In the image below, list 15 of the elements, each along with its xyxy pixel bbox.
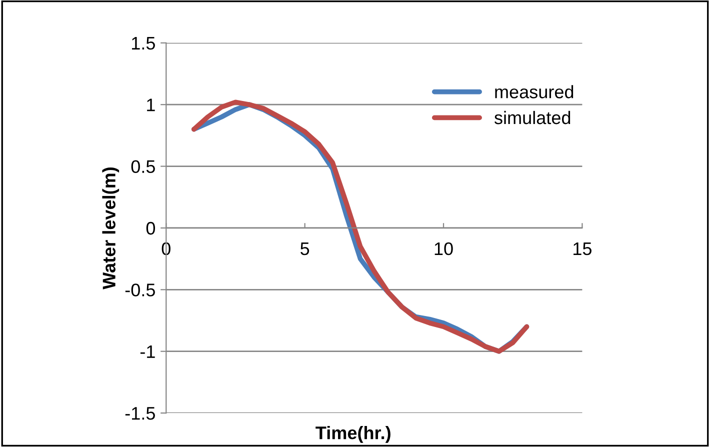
x-axis-title: Time(hr.) (316, 426, 390, 443)
y-tick-label: 0 (146, 222, 156, 235)
y-axis-title: Water level(m) (102, 167, 120, 290)
legend-label: measured (495, 85, 574, 98)
y-tick-label: 0.5 (131, 160, 155, 174)
legend-label: simulated (494, 110, 570, 124)
x-tick-label: 5 (300, 242, 310, 256)
x-tick-label: 15 (574, 242, 592, 256)
y-tick-label: 1 (147, 98, 155, 112)
x-tick-label: 0 (162, 242, 170, 256)
x-tick-label: 10 (434, 242, 453, 256)
y-tick-label: -0.5 (125, 284, 155, 296)
y-tick-label: 1.5 (132, 37, 155, 50)
y-tick-label: -1 (140, 345, 155, 358)
y-tick-label: -1.5 (125, 407, 155, 420)
